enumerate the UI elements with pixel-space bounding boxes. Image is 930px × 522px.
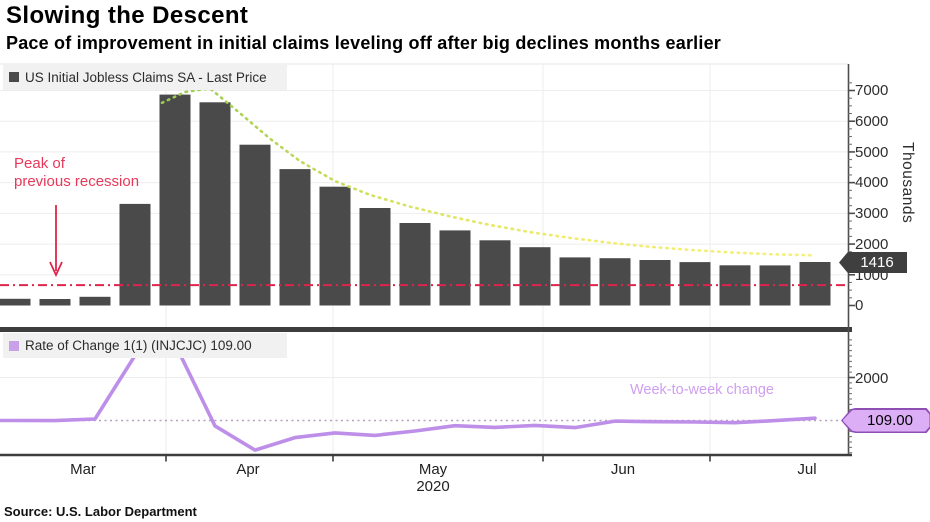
x-tick-apr: Apr	[236, 461, 260, 478]
top-legend-label: US Initial Jobless Claims SA - Last Pric…	[25, 69, 267, 85]
recession-peak-annotation-line2: previous recession	[14, 173, 140, 190]
y-tick-3000: 3000	[855, 205, 889, 222]
y-tick-0: 0	[855, 297, 864, 314]
bottom-legend-label: Rate of Change 1(1) (INJCJC) 109.00	[25, 338, 252, 353]
page-subtitle: Pace of improvement in initial claims le…	[6, 33, 721, 53]
roc-y-tick-2000: 2000	[855, 370, 889, 387]
source-credit: Source: U.S. Labor Department	[4, 504, 197, 519]
last-price-tag: 1416	[839, 252, 907, 273]
last-roc-tag: 109.00	[841, 408, 930, 433]
y-tick-7000: 7000	[855, 82, 889, 99]
x-tick-mar: Mar	[70, 461, 96, 478]
recession-peak-annotation: Peak of previous recession	[14, 155, 139, 191]
bar-series-swatch-icon	[9, 72, 19, 82]
y-tick-4000: 4000	[855, 174, 889, 191]
top-legend: US Initial Jobless Claims SA - Last Pric…	[3, 64, 287, 90]
y-tick-5000: 5000	[855, 144, 889, 161]
bottom-legend: Rate of Change 1(1) (INJCJC) 109.00	[3, 333, 287, 358]
x-tick-jul: Jul	[797, 461, 817, 478]
x-axis-year-label: 2020	[416, 478, 450, 495]
line-series-swatch-icon	[9, 340, 19, 351]
y-axis-unit-label: Thousands	[899, 142, 916, 224]
y-tick-6000: 6000	[855, 113, 889, 130]
y-tick-2000: 2000	[855, 236, 889, 253]
last-roc-tag-value: 109.00	[842, 409, 930, 432]
page-title: Slowing the Descent	[6, 2, 249, 29]
x-tick-may: May	[418, 461, 448, 478]
recession-peak-annotation-line1: Peak of	[14, 155, 65, 172]
week-change-annotation: Week-to-week change	[629, 382, 774, 398]
x-tick-jun: Jun	[610, 461, 636, 478]
